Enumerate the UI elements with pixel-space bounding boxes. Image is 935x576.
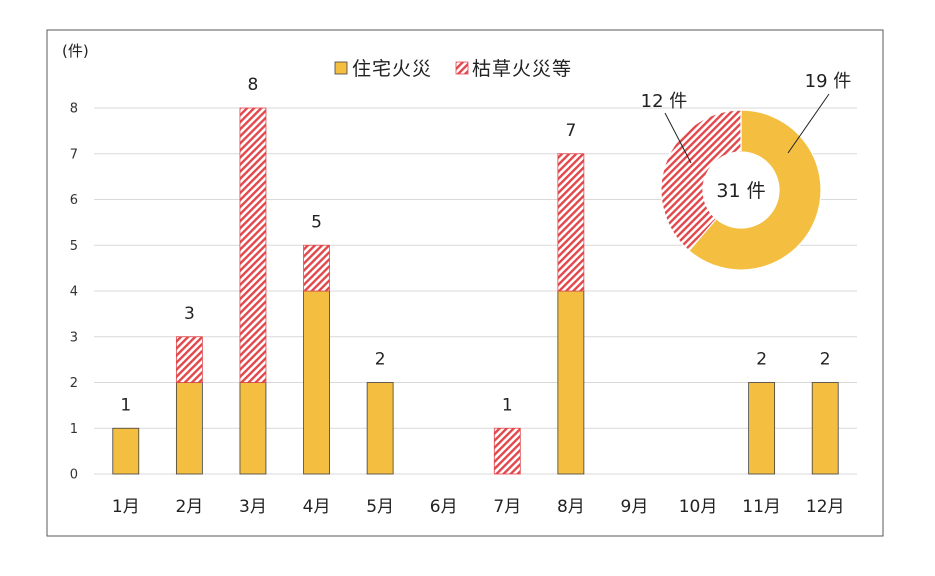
total-label-m1: 1 [120, 395, 131, 415]
total-label-m2: 3 [184, 304, 195, 324]
bar-grass-m8 [557, 153, 585, 292]
bar-residential-m11 [748, 382, 776, 475]
donut-slice-residential [688, 109, 822, 271]
y-axis-tick-labels: 0 1 2 3 4 5 6 7 8 [70, 102, 78, 483]
leader-line-grass [664, 112, 692, 164]
x-axis-tick-labels: 1月 2月 3月 4月 5月 6月 7月 8月 9月 10月 11月 12月 [112, 497, 845, 517]
x-tick-label-m5: 5月 [366, 497, 394, 517]
y-tick-label-4: 4 [70, 285, 78, 300]
legend-swatch-grass [455, 61, 469, 75]
bar-residential-m12 [811, 382, 839, 475]
y-tick-label-1: 1 [70, 422, 78, 437]
bar-residential-m2 [175, 382, 203, 475]
bar-residential-m5 [366, 382, 394, 475]
x-tick-label-m4: 4月 [303, 497, 331, 517]
donut-center-label: 31 件 [716, 180, 765, 202]
x-tick-label-m9: 9月 [621, 497, 649, 517]
bar-grass-m4 [303, 244, 330, 292]
y-tick-label-2: 2 [70, 376, 78, 391]
bar-residential-m8 [557, 290, 585, 475]
donut-labels: 19 件 12 件 31 件 [641, 71, 852, 202]
y-tick-label-8: 8 [70, 102, 78, 117]
leader-line-residential [787, 93, 830, 154]
donut-slice-grass [660, 109, 742, 252]
total-label-m11: 2 [756, 350, 767, 370]
x-tick-label-m12: 12月 [806, 497, 845, 517]
y-axis-unit-label: (件) [62, 42, 89, 60]
legend-swatch-residential [334, 61, 348, 75]
x-tick-label-m8: 8月 [557, 497, 585, 517]
x-tick-label-m1: 1月 [112, 497, 140, 517]
donut-label-residential: 19 件 [805, 71, 852, 92]
total-label-m5: 2 [375, 350, 386, 370]
bar-residential-m3 [239, 382, 267, 475]
x-tick-label-m11: 11月 [742, 497, 781, 517]
y-tick-label-0: 0 [70, 468, 78, 483]
bar-grass-m7 [493, 427, 521, 475]
donut-hole [703, 152, 779, 228]
legend-label-residential: 住宅火災 [352, 58, 432, 80]
total-label-m12: 2 [820, 350, 831, 370]
total-label-m3: 8 [248, 75, 259, 95]
x-tick-label-m3: 3月 [239, 497, 267, 517]
donut-chart [660, 109, 822, 271]
x-tick-label-m6: 6月 [430, 497, 458, 517]
total-label-m4: 5 [311, 212, 322, 232]
y-tick-label-6: 6 [70, 193, 78, 208]
x-tick-label-m2: 2月 [175, 497, 203, 517]
y-tick-label-7: 7 [70, 147, 78, 162]
bar-residential-m1 [112, 427, 140, 475]
total-label-m7: 1 [502, 395, 513, 415]
y-tick-label-5: 5 [70, 239, 78, 254]
legend: 住宅火災 枯草火災等 [334, 58, 572, 80]
donut-label-grass: 12 件 [641, 91, 688, 112]
bar-total-labels: 1 3 8 5 2 1 7 2 2 [120, 75, 830, 415]
x-tick-label-m7: 7月 [493, 497, 521, 517]
total-label-m8: 7 [565, 121, 576, 141]
y-tick-label-3: 3 [70, 330, 78, 345]
bar-grass-m2 [175, 336, 203, 383]
stacked-bars [112, 107, 839, 475]
bar-grass-m3 [239, 107, 267, 383]
bar-residential-m4 [303, 290, 330, 475]
x-tick-label-m10: 10月 [679, 497, 718, 517]
legend-label-grass: 枯草火災等 [472, 58, 572, 80]
